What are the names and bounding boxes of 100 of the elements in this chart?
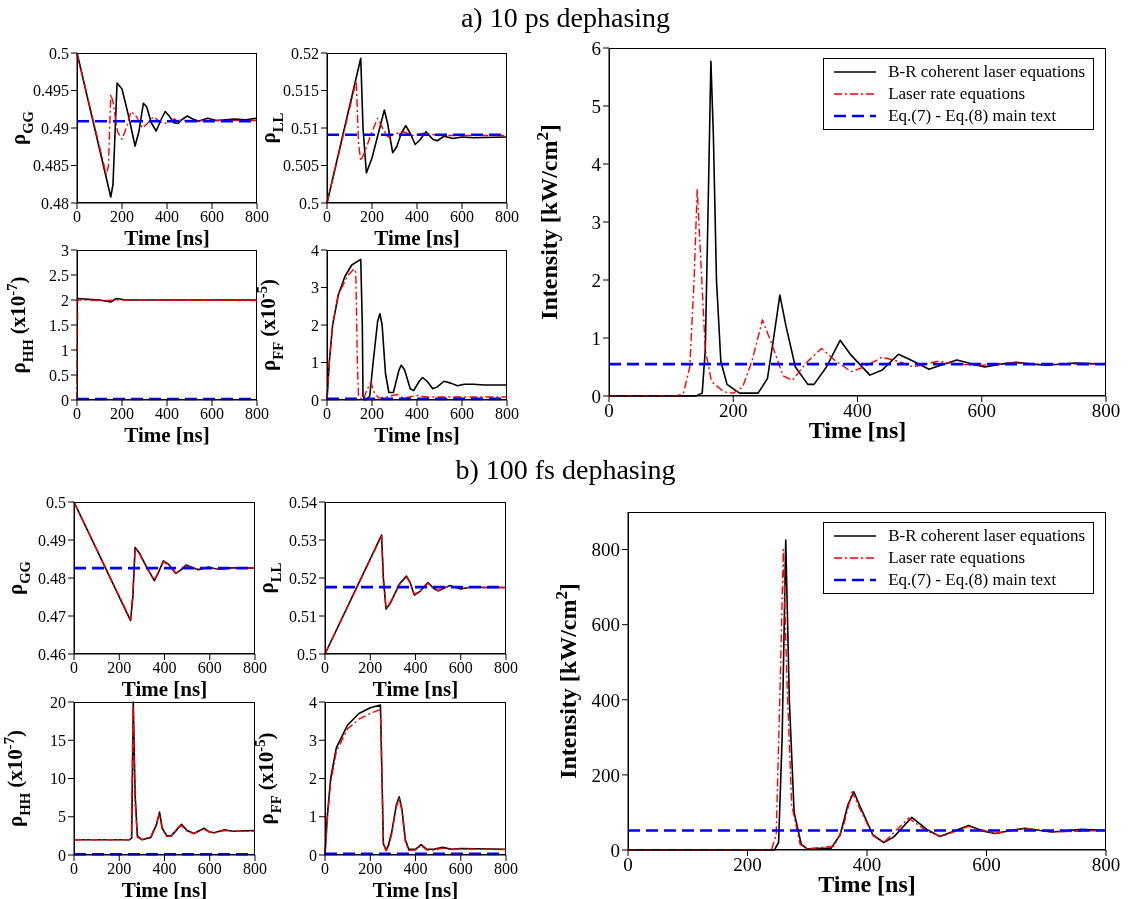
x-tick-label: 200 — [360, 208, 384, 226]
x-tick-label: 0 — [323, 208, 331, 226]
x-tick-label: 400 — [155, 405, 179, 423]
x-tick-label: 200 — [107, 659, 132, 677]
y-tick-label: 15 — [50, 731, 66, 749]
y-tick-label: 4 — [309, 693, 317, 711]
x-tick-label: 800 — [1091, 400, 1121, 422]
x-tick-label: 400 — [403, 860, 428, 878]
y-tick-label: 400 — [591, 689, 620, 711]
y-tick-label: 1 — [309, 808, 317, 826]
y-tick-label: 0.505 — [283, 157, 319, 175]
y-tick-label: 0.52 — [289, 569, 317, 587]
legend-label: Eq.(7) - Eq.(8) main text — [888, 570, 1057, 590]
y-tick-label: 0 — [591, 385, 601, 407]
x-tick-label: 400 — [152, 659, 177, 677]
y-tick-label: 1 — [591, 327, 601, 349]
x-tick-label: 200 — [110, 208, 134, 226]
x-tick-label: 200 — [360, 405, 384, 423]
y-tick-label: 3 — [61, 241, 69, 259]
x-tick-label: 400 — [152, 860, 177, 878]
x-tick-label: 0 — [323, 405, 331, 423]
x-tick-label: 200 — [110, 405, 134, 423]
y-tick-label: 6 — [591, 37, 601, 59]
y-tick-label: 0.48 — [38, 569, 66, 587]
y-tick-label: 0.53 — [289, 531, 317, 549]
x-tick-label: 200 — [358, 659, 383, 677]
x-tick-label: 400 — [405, 208, 429, 226]
y-tick-label: 0.51 — [291, 119, 319, 137]
y-tick-label: 0.48 — [41, 194, 69, 212]
legend-label: B-R coherent laser equations — [888, 526, 1085, 546]
y-tick-label: 4 — [311, 241, 319, 259]
chart-title: a) 10 ps dephasing — [459, 2, 672, 34]
x-tick-label: 600 — [197, 860, 222, 878]
x-tick-label: 400 — [405, 405, 429, 423]
y-tick-label: 2 — [311, 316, 319, 334]
x-tick-label: 600 — [972, 854, 1001, 876]
y-tick-label: 1 — [61, 341, 69, 359]
y-tick-label: 800 — [591, 539, 620, 561]
y-tick-label: 2 — [309, 770, 317, 788]
x-tick-label: 600 — [967, 400, 996, 422]
y-tick-label: 0.52 — [291, 44, 319, 62]
y-tick-label: 0.5 — [49, 366, 69, 384]
y-tick-label: 0 — [610, 839, 620, 861]
y-tick-label: 20 — [50, 693, 66, 711]
x-tick-label: 600 — [200, 405, 224, 423]
y-tick-label: 3 — [309, 731, 317, 749]
x-tick-label: 0 — [73, 405, 81, 423]
x-tick-label: 200 — [733, 854, 762, 876]
x-tick-label: 600 — [450, 405, 474, 423]
y-tick-label: 4 — [591, 153, 602, 175]
x-axis-title: Time [ns] — [374, 423, 460, 447]
x-tick-label: 800 — [494, 659, 518, 677]
x-tick-label: 200 — [719, 400, 748, 422]
y-tick-label: 3 — [311, 279, 319, 297]
x-tick-label: 600 — [200, 208, 224, 226]
y-tick-label: 2 — [591, 269, 601, 291]
y-tick-label: 1 — [311, 354, 319, 372]
x-tick-label: 800 — [243, 860, 267, 878]
legend-label: Laser rate equations — [888, 548, 1026, 568]
x-tick-label: 400 — [403, 659, 428, 677]
y-tick-label: 0.49 — [41, 119, 69, 137]
x-tick-label: 800 — [495, 208, 519, 226]
y-tick-label: 0.54 — [289, 493, 317, 511]
x-tick-label: 200 — [107, 860, 132, 878]
x-axis-title: Time [ns] — [124, 423, 210, 447]
x-axis-title: Time [ns] — [372, 878, 459, 899]
x-tick-label: 800 — [245, 208, 269, 226]
y-tick-label: 0.495 — [33, 82, 69, 100]
x-tick-label: 600 — [450, 208, 474, 226]
y-tick-label: 2.5 — [49, 266, 69, 284]
x-tick-label: 200 — [358, 860, 383, 878]
legend-label: B-R coherent laser equations — [888, 62, 1085, 82]
y-tick-label: 0.5 — [297, 645, 317, 663]
y-tick-label: 0.49 — [38, 531, 66, 549]
y-tick-label: 10 — [50, 770, 66, 788]
y-tick-label: 200 — [591, 764, 620, 786]
x-tick-label: 0 — [73, 208, 81, 226]
x-tick-label: 600 — [197, 659, 222, 677]
y-tick-label: 0.515 — [283, 82, 319, 100]
y-tick-label: 0.5 — [49, 44, 69, 62]
y-tick-label: 1.5 — [49, 316, 69, 334]
x-tick-label: 800 — [243, 659, 267, 677]
y-tick-label: 0.51 — [289, 607, 317, 625]
x-axis-title: Time [ns] — [121, 677, 208, 701]
chart-title: b) 100 fs dephasing — [454, 454, 677, 486]
y-tick-label: 0.5 — [46, 493, 66, 511]
x-tick-label: 800 — [495, 405, 519, 423]
x-axis-title: Time [ns] — [374, 226, 460, 250]
y-tick-label: 3 — [591, 211, 601, 233]
x-tick-label: 800 — [1091, 854, 1121, 876]
y-tick-label: 2 — [61, 291, 69, 309]
y-tick-label: 0.46 — [38, 645, 66, 663]
y-tick-label: 0.5 — [299, 194, 319, 212]
x-axis-title: Time [ns] — [121, 878, 208, 899]
legend-label: Eq.(7) - Eq.(8) main text — [888, 106, 1057, 126]
x-axis-title: Time [ns] — [124, 226, 210, 250]
x-tick-label: 800 — [494, 860, 518, 878]
y-tick-label: 5 — [58, 808, 66, 826]
x-tick-label: 600 — [448, 659, 473, 677]
x-tick-label: 800 — [245, 405, 269, 423]
